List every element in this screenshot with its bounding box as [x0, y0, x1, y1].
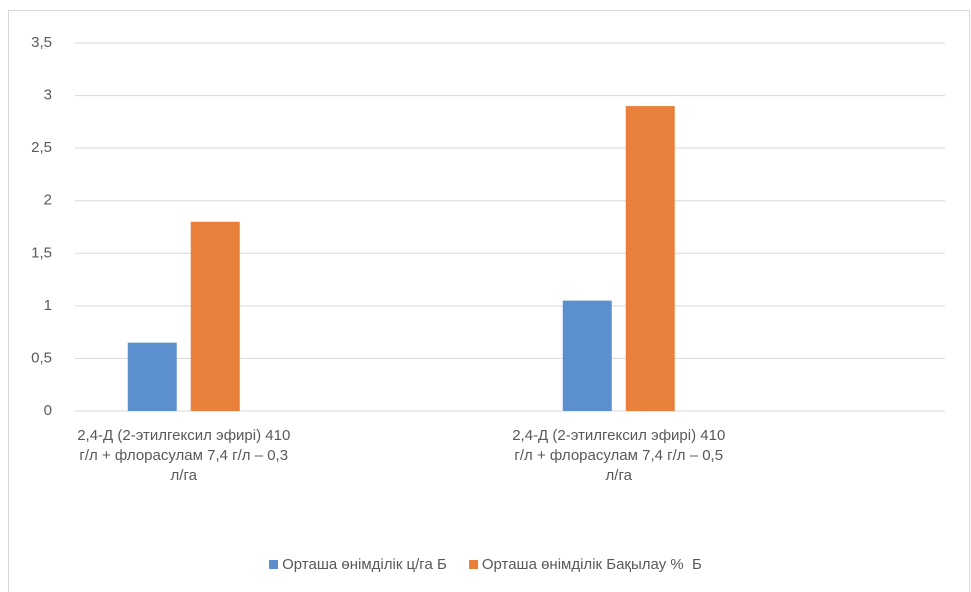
legend: Орташа өнімділік ц/га Б Орташа өнімділік … [0, 556, 971, 573]
legend-item: Орташа өнімділік ц/га Б [269, 556, 447, 573]
y-tick-label: 0,5 [31, 349, 52, 366]
y-tick-label: 3 [44, 87, 52, 104]
y-tick-label: 2 [44, 192, 52, 209]
x-tick-label: 2,4-Д (2-этилгексил эфирі) 410 г/л + фло… [77, 427, 291, 484]
legend-swatch [468, 560, 478, 569]
y-tick-label: 2,5 [31, 139, 52, 156]
bar [562, 300, 612, 411]
legend-label: Орташа өнімділік ц/га Б [282, 556, 447, 573]
bar [625, 106, 675, 411]
x-tick-label: 2,4-Д (2-этилгексил эфирі) 410 г/л + фло… [512, 427, 726, 484]
legend-item: Орташа өнімділік Бақылау % Б [468, 556, 702, 573]
y-tick-label: 1,5 [31, 244, 52, 261]
chart-border [8, 10, 970, 592]
y-tick-label: 3,5 [31, 34, 52, 51]
legend-swatch [269, 560, 279, 569]
bar [127, 342, 177, 411]
legend-label: Орташа өнімділік Бақылау % Б [481, 556, 702, 573]
bar [190, 221, 240, 411]
y-tick-label: 1 [44, 297, 52, 314]
y-tick-label: 0 [44, 402, 52, 419]
